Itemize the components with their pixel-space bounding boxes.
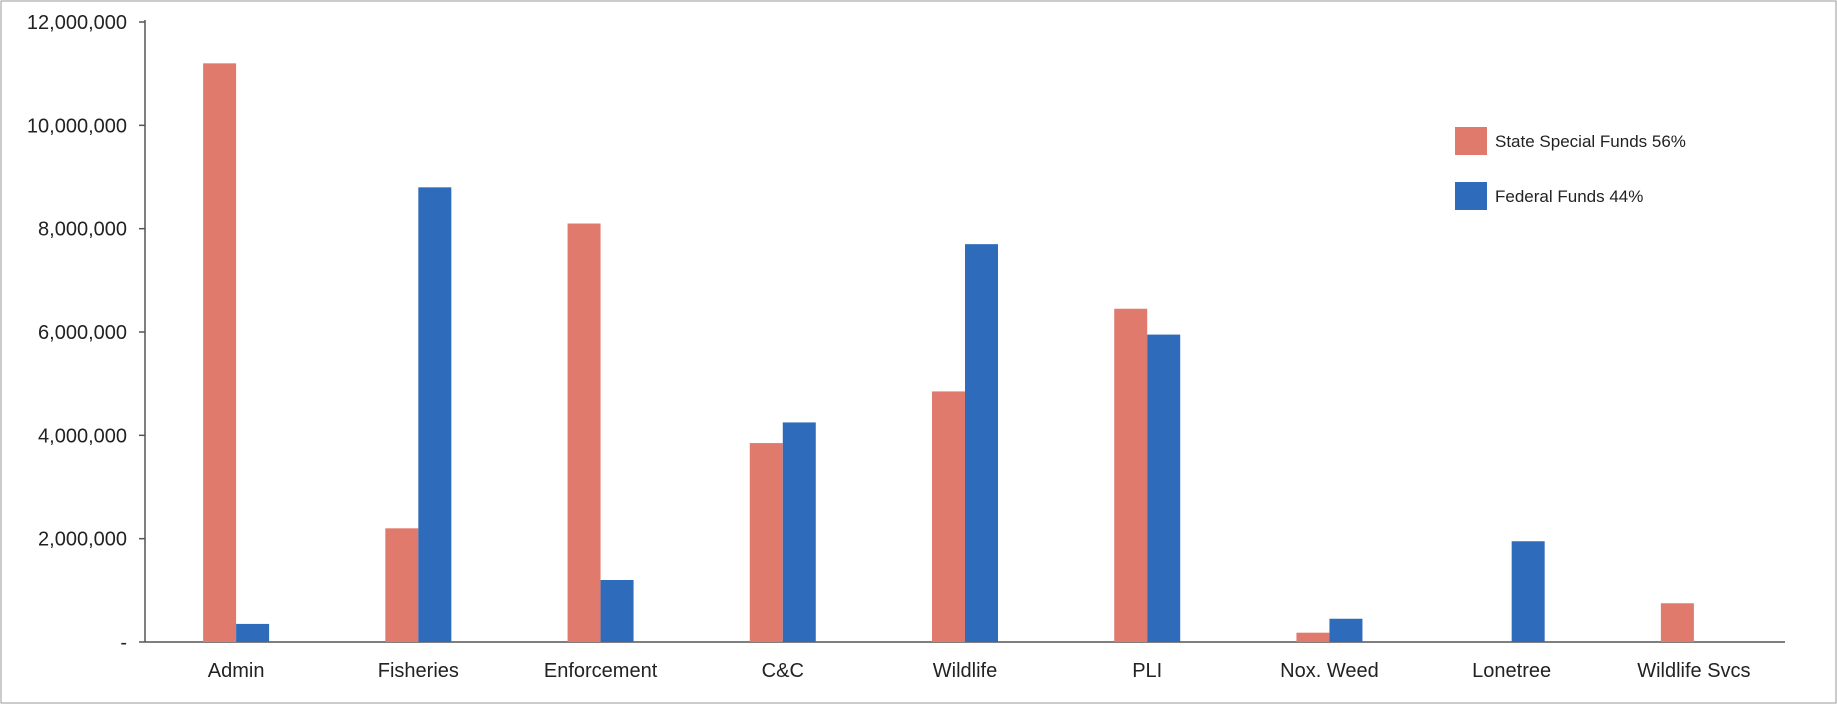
bar-federal-3 [782, 422, 816, 642]
bar-federal-5 [1147, 334, 1181, 642]
y-tick-label: 6,000,000 [38, 322, 127, 344]
bar-state-special-4 [932, 391, 965, 642]
bar-state-special-5 [1114, 308, 1148, 642]
x-category-label: Wildlife Svcs [1637, 660, 1750, 682]
x-axis-labels: Admin Fisheries Enforcement C&C Wildlife PLI N… [208, 660, 1751, 682]
bar-state-special-1 [385, 528, 419, 642]
bar-federal-1 [418, 187, 452, 643]
legend-label-state-special: State Special Funds 56% [1495, 132, 1686, 151]
y-tick-label: - [120, 632, 127, 654]
legend-swatch-federal [1455, 182, 1487, 210]
y-tick-label: 12,000,000 [27, 12, 127, 34]
x-category-label: Fisheries [378, 660, 459, 682]
legend-swatch-state-special [1455, 127, 1487, 155]
y-tick-label: 10,000,000 [27, 115, 127, 137]
legend-label-federal: Federal Funds 44% [1495, 187, 1643, 206]
bar-federal-7 [1511, 541, 1545, 642]
y-tick-label: 2,000,000 [38, 529, 127, 551]
x-category-label: Lonetree [1472, 660, 1551, 682]
y-axis-ticks: - 2,000,000 4,000,000 6,000,000 8,000,000 10,… [27, 12, 145, 654]
x-category-label: Admin [208, 660, 265, 682]
bar-federal-6 [1329, 618, 1363, 642]
bar-state-special-3 [749, 443, 783, 642]
bar-federal-4 [965, 244, 998, 642]
x-category-label: Nox. Weed [1280, 660, 1379, 682]
bar-state-special-0 [203, 63, 237, 643]
bar-state-special-2 [567, 223, 601, 642]
x-category-label: Enforcement [544, 660, 658, 682]
x-category-label: C&C [762, 660, 804, 682]
y-tick-label: 4,000,000 [38, 425, 127, 447]
x-category-label: PLI [1132, 660, 1162, 682]
bars [203, 63, 1694, 643]
legend: State Special Funds 56% Federal Funds 44% [1455, 127, 1686, 210]
bar-federal-0 [236, 623, 270, 642]
bar-state-special-8 [1660, 603, 1694, 642]
y-tick-label: 8,000,000 [38, 219, 127, 241]
x-category-label: Wildlife [933, 660, 997, 682]
bar-federal-2 [600, 580, 634, 642]
bar-state-special-6 [1296, 632, 1330, 642]
